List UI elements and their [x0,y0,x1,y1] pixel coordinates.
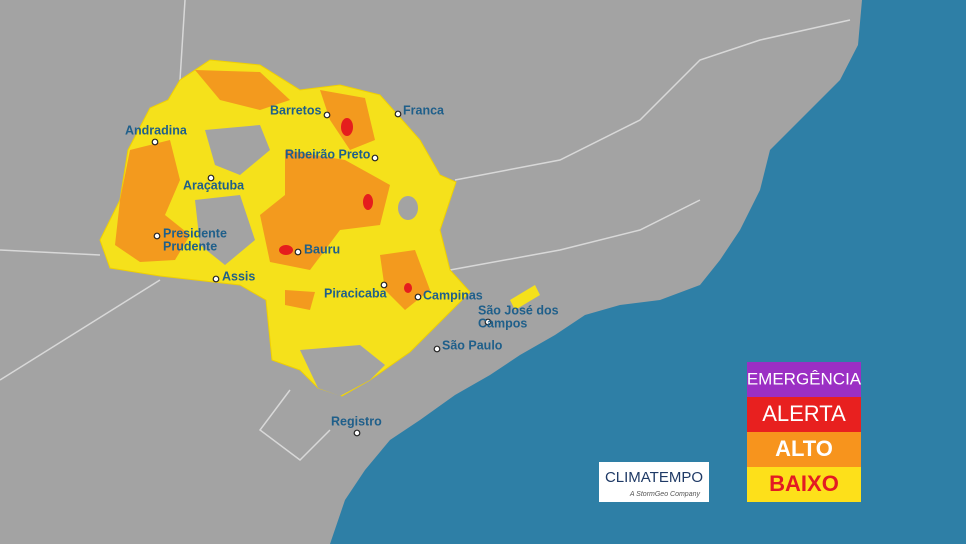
city-label: Campos [478,316,527,330]
city-label: Araçatuba [183,178,245,192]
city-label: São José dos [478,303,559,317]
city-label: Franca [403,103,445,117]
city-dot [484,318,492,326]
logo-title: CLIMATEMPO [605,469,703,486]
red-spots [279,118,412,293]
legend-label: ALTO [775,436,833,461]
gray-holes [195,125,418,396]
city-label: Ribeirão Preto [285,147,371,161]
city-label: Andradina [125,123,188,137]
city-label: Presidente [163,226,227,240]
city-label: Registro [331,414,382,428]
city-dot [353,429,361,437]
city-dot [433,345,441,353]
city-dot [371,154,379,162]
legend-swatch [747,362,861,397]
city-dot [394,110,402,118]
city-label: Campinas [423,288,483,302]
logo-subtitle: A StormGeo Company [629,491,701,498]
logo-box [599,462,709,502]
legend-label: ALERTA [762,401,846,426]
city-label: Prudente [163,239,217,253]
legend-swatch [747,467,861,502]
city-dot [414,293,422,301]
legend-label: BAIXO [769,471,839,496]
legend-label: EMERGÊNCIA [747,369,862,388]
orange-areas [115,70,430,310]
legend-swatch [747,432,861,467]
legend-swatch [747,397,861,432]
city-label: Barretos [270,103,321,117]
city-dot [380,281,388,289]
yellow-patch [510,285,540,310]
city-dot [207,174,215,182]
city-dot [151,138,159,146]
borders [0,0,851,461]
city-label: Bauru [304,242,340,256]
city-label: São Paulo [442,338,503,352]
city-dot [294,248,302,256]
legend: EMERGÊNCIA ALERTA ALTO BAIXO [747,362,862,502]
city-label: Piracicaba [324,286,388,300]
city-dot [153,232,161,240]
city-dot [212,275,220,283]
city-dot [323,111,331,119]
city-label: Assis [222,269,255,283]
